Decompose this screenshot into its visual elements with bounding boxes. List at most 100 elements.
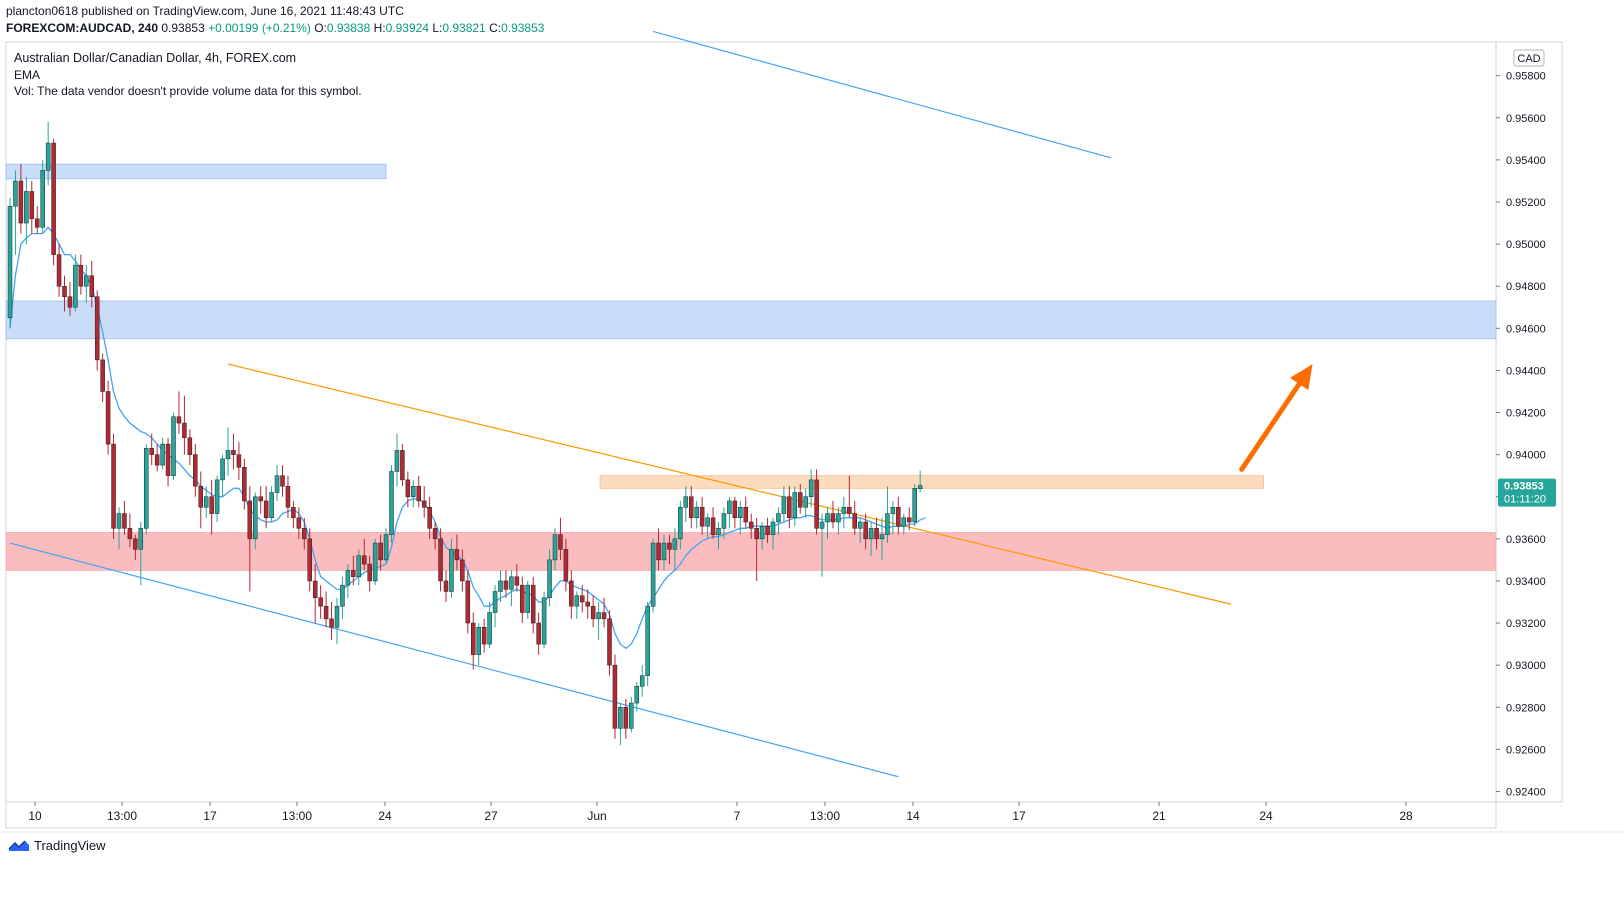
x-tick-label: 14 [906,809,920,823]
y-tick-label: 0.93000 [1506,660,1546,672]
candle-body [678,507,683,540]
symbol-line: FOREXCOM:AUDCAD, 240 0.93853 +0.00199 (+… [6,21,544,35]
last-price: 0.93853 [161,21,205,35]
x-tick-label: 24 [378,809,392,823]
x-tick-label: 17 [1012,809,1026,823]
candle-body [416,485,421,502]
candle-body [13,180,18,207]
legend-ema[interactable]: EMA [14,68,41,82]
candle-body [727,500,732,514]
candle-body [618,707,623,729]
candle-body [144,448,149,529]
candle-body [171,416,176,476]
x-tick-label: 13:00 [107,809,137,823]
legend-volume[interactable]: Vol: The data vendor doesn't provide vol… [14,84,362,98]
candle-body [421,500,427,508]
y-tick-label: 0.92400 [1506,786,1546,798]
y-tick-label: 0.94600 [1506,323,1546,335]
candle-body [574,595,580,607]
candle-body [612,664,618,729]
candle-body [896,507,901,527]
candle-body [296,517,302,529]
x-tick-label: 13:00 [810,809,840,823]
y-tick-label: 0.93600 [1506,534,1546,546]
high-label: H: [373,21,386,35]
candle-body [400,450,405,481]
candle-body [405,479,411,497]
candle-body [487,612,492,645]
candle-body [351,570,356,577]
candle-body [242,467,247,502]
y-tick-label: 0.95400 [1506,155,1546,167]
candle-body [127,528,133,540]
candle-body [547,559,552,599]
candle-body [520,584,525,613]
candle-body [503,580,509,590]
candle-body [765,525,770,535]
candle-body [917,485,923,489]
candle-body [438,538,443,582]
candle-body [302,528,307,540]
currency-label: CAD [1517,53,1540,65]
x-tick-label: 13:00 [282,809,312,823]
candle-body [214,479,220,514]
candle-body [803,496,808,508]
candle-body [645,605,650,676]
candle-body [122,513,127,529]
candle-body [596,612,601,620]
candle-body [318,597,323,607]
candle-body [253,496,258,540]
candle-body [176,416,182,424]
legend-instrument[interactable]: Australian Dollar/Canadian Dollar, 4h, F… [14,51,297,65]
candle-body [879,534,885,540]
candle-body [874,528,879,540]
candle-body [45,142,51,171]
candle-body [863,521,868,540]
blue-zone-mid [5,300,1497,340]
candle-body [705,517,710,527]
candle-body [857,521,863,529]
candle-body [111,443,116,529]
candle-body [263,500,269,519]
x-tick-label: 7 [734,809,741,823]
candle-body [683,496,689,508]
y-tick-label: 0.92600 [1506,744,1546,756]
candle-body [514,576,520,586]
candle-body [307,538,312,582]
candle-body [383,534,389,561]
candle-body [689,496,694,519]
low-label: L: [432,21,443,35]
candle-body [787,496,792,519]
y-tick-label: 0.95000 [1506,239,1546,251]
candle-body [754,528,759,540]
y-tick-label: 0.93200 [1506,618,1546,630]
candle-body [345,570,351,586]
candle-body [449,549,454,592]
candle-body [580,595,585,603]
candle-body [650,542,656,607]
candle-body [699,507,705,527]
candle-body [73,264,78,308]
candle-body [24,191,29,224]
candle-body [590,605,596,620]
candle-body [569,580,574,607]
tradingview-footer[interactable]: TradingView [8,838,106,853]
open-label: O: [314,21,327,35]
candle-body [601,612,607,620]
candle-body [819,521,825,529]
candle-body [443,580,449,592]
candle-body [661,542,667,561]
orange-zone [599,475,1264,489]
candle-body [759,525,765,540]
candle-body [607,618,612,666]
x-tick-label: 10 [28,809,42,823]
candle-body [890,507,896,514]
candle-body [460,559,465,582]
candle-body [378,542,383,561]
publisher-text: plancton0618 published on TradingView.co… [6,4,404,18]
candle-body [372,542,378,582]
candle-body [18,180,24,224]
candle-body [149,448,154,455]
candle-body [203,496,209,508]
